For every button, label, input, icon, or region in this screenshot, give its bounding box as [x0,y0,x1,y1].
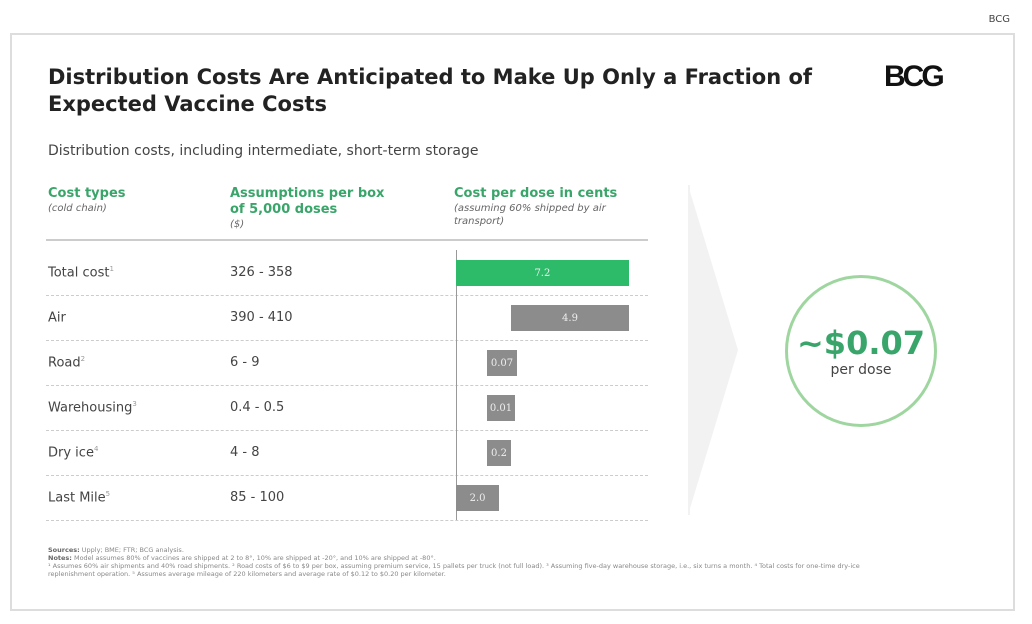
cost-type-label: Road2 [48,355,86,371]
component-bar: 0.01 [487,395,515,421]
component-bar: 0.07 [487,350,517,376]
callout-value: ~$0.07 [796,324,926,362]
cost-type-label: Last Mile5 [48,490,111,506]
table-row: Air 390 - 410 [46,296,648,341]
assumption-range: 4 - 8 [230,445,260,460]
subtitle: Distribution costs, including intermedia… [48,143,479,159]
table-row: Dry ice4 4 - 8 [46,431,648,476]
cost-type-label: Dry ice4 [48,445,99,461]
assumption-range: 6 - 9 [230,355,260,370]
callout-circle: ~$0.07 per dose [785,275,937,427]
slide-frame [10,33,1015,611]
chart-axis [456,250,457,520]
footnotes: Sources: Upply; BME; FTR; BCG analysis. … [48,546,860,578]
header-assumptions: Assumptions per box of 5,000 doses ($) [230,186,385,230]
corner-label: BCG [988,14,1010,25]
table-row: Total cost1 326 - 358 [46,251,648,296]
cost-type-label: Total cost1 [48,265,114,281]
table-row: Last Mile5 85 - 100 [46,476,648,521]
header-cost-types: Cost types (cold chain) [48,186,126,214]
header-divider [46,239,648,241]
arrow-head [688,185,738,515]
component-bar: 2.0 [456,485,500,511]
callout-label: per dose [830,362,892,378]
assumption-range: 0.4 - 0.5 [230,400,285,415]
component-bar: 0.2 [487,440,511,466]
page-title: Distribution Costs Are Anticipated to Ma… [48,65,813,116]
header-cost-per-dose: Cost per dose in cents (assuming 60% ship… [454,186,618,227]
assumption-range: 390 - 410 [230,310,293,325]
component-bar: 4.9 [511,305,629,331]
table-row: Road2 6 - 9 [46,341,648,386]
total-bar: 7.2 [456,260,629,286]
cost-type-label: Warehousing3 [48,400,137,416]
cost-type-label: Air [48,310,66,326]
assumption-range: 326 - 358 [230,265,293,280]
bcg-logo: BCG [884,60,945,93]
table-row: Warehousing3 0.4 - 0.5 [46,386,648,431]
assumption-range: 85 - 100 [230,490,285,505]
